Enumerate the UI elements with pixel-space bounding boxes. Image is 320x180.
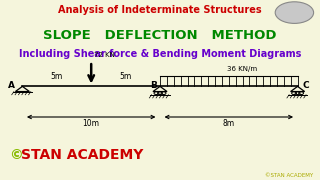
Text: B: B bbox=[150, 81, 157, 90]
Text: Including Shear force & Bending Moment Diagrams: Including Shear force & Bending Moment D… bbox=[19, 49, 301, 59]
Text: ©: © bbox=[10, 148, 23, 162]
Text: ©STAN ACADEMY: ©STAN ACADEMY bbox=[266, 173, 314, 178]
Circle shape bbox=[275, 2, 314, 23]
Text: 10m: 10m bbox=[83, 119, 100, 128]
Text: 36 KN/m: 36 KN/m bbox=[227, 66, 257, 72]
Text: 5m: 5m bbox=[119, 72, 132, 81]
Text: 8m: 8m bbox=[223, 119, 235, 128]
Text: SLOPE   DEFLECTION   METHOD: SLOPE DEFLECTION METHOD bbox=[43, 29, 277, 42]
Text: C: C bbox=[302, 81, 309, 90]
Text: Analysis of Indeterminate Structures: Analysis of Indeterminate Structures bbox=[58, 5, 262, 15]
Text: STAN ACADEMY: STAN ACADEMY bbox=[21, 148, 143, 162]
Text: A: A bbox=[8, 81, 15, 90]
Text: 72 KN: 72 KN bbox=[94, 53, 115, 58]
Text: 5m: 5m bbox=[51, 72, 63, 81]
